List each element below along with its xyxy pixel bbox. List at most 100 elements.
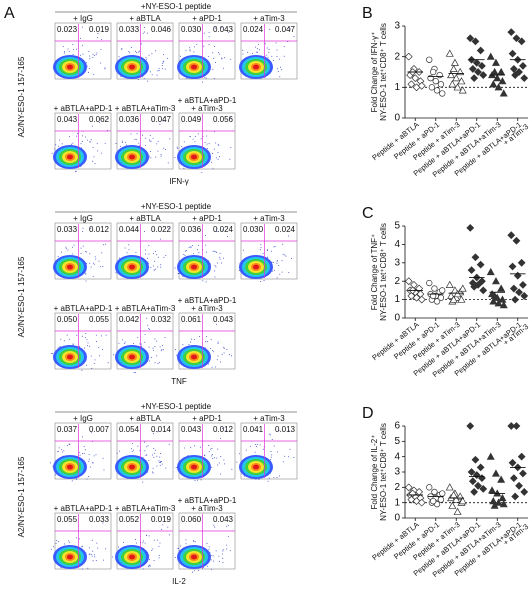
- event-dot: [174, 156, 176, 158]
- event-dot: [128, 50, 130, 52]
- event-dot: [188, 343, 190, 345]
- event-dot: [82, 44, 84, 46]
- plot-label: + aBTLA+aPD-1: [54, 504, 113, 513]
- event-dot: [164, 68, 166, 70]
- data-point: [486, 267, 495, 276]
- event-dot: [121, 141, 123, 143]
- event-dot: [198, 569, 200, 571]
- data-point: [431, 488, 438, 496]
- event-dot: [268, 48, 270, 50]
- event-dot: [213, 46, 215, 48]
- data-point: [408, 489, 417, 498]
- event-dot: [217, 341, 219, 343]
- density-contour: [191, 554, 197, 560]
- data-point: [439, 90, 446, 97]
- event-dot: [81, 546, 83, 548]
- event-dot: [71, 480, 73, 482]
- event-dot: [85, 333, 87, 335]
- event-dot: [193, 540, 195, 542]
- event-dot: [288, 271, 290, 273]
- event-dot: [285, 255, 287, 257]
- event-dot: [145, 137, 147, 139]
- event-dot: [273, 445, 275, 447]
- event-dot: [91, 539, 93, 541]
- event-dot: [204, 141, 206, 143]
- quadrant-value: 0.019: [89, 25, 110, 34]
- event-dot: [169, 138, 171, 140]
- event-dot: [211, 455, 213, 457]
- event-dot: [155, 156, 157, 158]
- event-dot: [262, 253, 264, 255]
- event-dot: [205, 244, 207, 246]
- event-dot: [168, 27, 170, 29]
- event-dot: [167, 57, 169, 59]
- event-dot: [276, 56, 278, 58]
- data-point: [520, 74, 529, 83]
- event-dot: [262, 448, 264, 450]
- data-point: [404, 483, 413, 492]
- event-dot: [80, 143, 82, 145]
- event-dot: [258, 479, 260, 481]
- event-dot: [156, 143, 158, 145]
- data-point: [417, 295, 426, 304]
- event-dot: [86, 139, 88, 141]
- event-dot: [60, 338, 62, 340]
- plot-label: + IgG: [73, 414, 93, 423]
- event-dot: [155, 268, 157, 270]
- data-point: [499, 89, 508, 97]
- event-dot: [212, 152, 214, 154]
- event-dot: [85, 136, 87, 138]
- event-dot: [157, 539, 159, 541]
- event-dot: [95, 54, 97, 56]
- event-dot: [92, 53, 94, 55]
- event-dot: [63, 543, 65, 545]
- event-dot: [147, 32, 149, 34]
- event-dot: [135, 252, 137, 254]
- data-point: [471, 455, 480, 464]
- quadrant-value: 0.044: [119, 225, 140, 234]
- event-dot: [85, 364, 87, 366]
- data-point: [439, 490, 446, 497]
- quadrant-value: 0.052: [119, 515, 140, 524]
- data-point: [449, 295, 458, 303]
- event-dot: [278, 265, 280, 267]
- event-dot: [222, 229, 224, 231]
- data-point: [453, 289, 462, 298]
- event-dot: [226, 525, 228, 527]
- event-dot: [75, 478, 77, 480]
- y-axis-label: NY-ESO-1 tet⁺CD8⁺ T cells: [379, 423, 388, 521]
- event-dot: [199, 446, 201, 448]
- event-dot: [193, 445, 195, 447]
- event-dot: [58, 139, 60, 141]
- density-contour: [67, 354, 73, 360]
- y-tick-label: 3: [394, 467, 400, 478]
- event-dot: [269, 434, 271, 436]
- event-dot: [107, 118, 109, 120]
- event-dot: [222, 558, 224, 560]
- event-dot: [88, 454, 90, 456]
- event-dot: [221, 27, 223, 29]
- data-point: [507, 231, 516, 240]
- event-dot: [102, 522, 104, 524]
- event-dot: [104, 143, 106, 145]
- event-dot: [277, 451, 279, 453]
- event-dot: [158, 554, 160, 556]
- event-dot: [251, 52, 253, 54]
- event-dot: [279, 76, 281, 78]
- event-dot: [96, 518, 98, 520]
- event-dot: [254, 451, 256, 453]
- event-dot: [143, 31, 145, 33]
- event-dot: [92, 262, 94, 264]
- event-dot: [82, 545, 84, 547]
- event-dot: [61, 143, 63, 145]
- y-tick-label: 4: [394, 239, 400, 250]
- event-dot: [156, 74, 158, 76]
- event-dot: [138, 51, 140, 53]
- y-tick-label: 0: [394, 113, 400, 124]
- quadrant-value: 0.046: [151, 25, 172, 34]
- data-point: [428, 84, 436, 91]
- event-dot: [98, 260, 100, 262]
- y-tick-label: 5: [394, 436, 400, 447]
- density-contour: [191, 64, 197, 70]
